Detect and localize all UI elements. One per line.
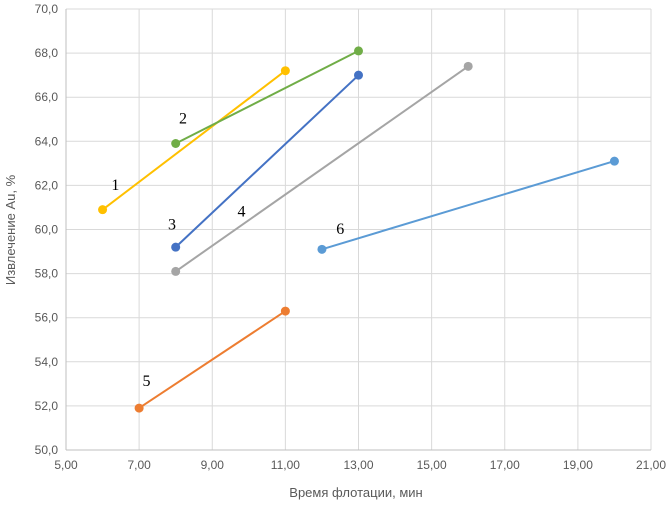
data-point	[354, 70, 363, 80]
y-tick-label: 64,0	[35, 134, 59, 148]
x-tick-label: 5,00	[54, 458, 78, 472]
y-tick-label: 52,0	[35, 399, 59, 413]
series-6	[317, 156, 619, 254]
data-point	[609, 156, 619, 166]
x-tick-label: 15,00	[417, 458, 447, 472]
x-tick-label: 19,00	[563, 458, 593, 472]
data-point	[280, 66, 290, 76]
series-label: 4	[238, 203, 246, 220]
series-line	[138, 310, 286, 409]
y-tick-label: 70,0	[35, 2, 59, 16]
series-line	[321, 160, 615, 251]
gridlines	[65, 8, 652, 451]
y-tick-label: 62,0	[35, 178, 59, 192]
x-axis-title: Время флотации, мин	[289, 485, 422, 500]
x-tick-label: 7,00	[127, 458, 151, 472]
series-group	[98, 46, 619, 413]
series-label: 1	[111, 177, 119, 194]
series-1	[98, 66, 290, 215]
series-line	[175, 50, 359, 145]
series-3	[171, 70, 363, 252]
series-label: 6	[336, 221, 344, 238]
series-line	[175, 65, 469, 273]
y-tick-labels: 50,0 52,0 54,0 56,0 58,0 60,0 62,0 64,0 66,0 68,0…	[35, 2, 59, 457]
series-2	[171, 46, 363, 149]
axes	[65, 9, 651, 451]
series-label: 3	[168, 217, 176, 234]
data-point	[171, 139, 181, 149]
series-4	[171, 61, 473, 276]
data-point	[317, 244, 327, 254]
series-label: 5	[142, 373, 150, 390]
data-point	[98, 205, 108, 215]
data-point	[463, 61, 473, 71]
data-point	[280, 306, 290, 316]
x-tick-label: 13,00	[343, 458, 373, 472]
x-tick-label: 17,00	[490, 458, 520, 472]
data-point	[354, 46, 363, 56]
y-axis-title: Извлечение Au, %	[3, 174, 18, 285]
x-tick-labels: 5,00 7,00 9,00 11,00 13,00 15,00 17,00 19,00 21,…	[54, 458, 666, 472]
y-tick-label: 50,0	[35, 443, 59, 457]
y-tick-label: 68,0	[35, 46, 59, 60]
y-tick-label: 66,0	[35, 90, 59, 104]
series-labels: 1 2 3 4 5 6	[111, 111, 344, 390]
y-tick-label: 56,0	[35, 311, 59, 325]
x-tick-label: 11,00	[271, 458, 300, 472]
series-line	[175, 74, 360, 248]
y-tick-label: 58,0	[35, 267, 59, 281]
series-5	[134, 306, 290, 413]
y-tick-label: 54,0	[35, 355, 59, 369]
x-tick-label: 21,00	[636, 458, 666, 472]
x-tick-label: 9,00	[201, 458, 225, 472]
series-line	[101, 69, 287, 211]
data-point	[171, 242, 181, 252]
y-tick-label: 60,0	[35, 223, 59, 237]
data-point	[134, 403, 144, 413]
series-label: 2	[179, 111, 187, 128]
data-point	[171, 266, 181, 276]
